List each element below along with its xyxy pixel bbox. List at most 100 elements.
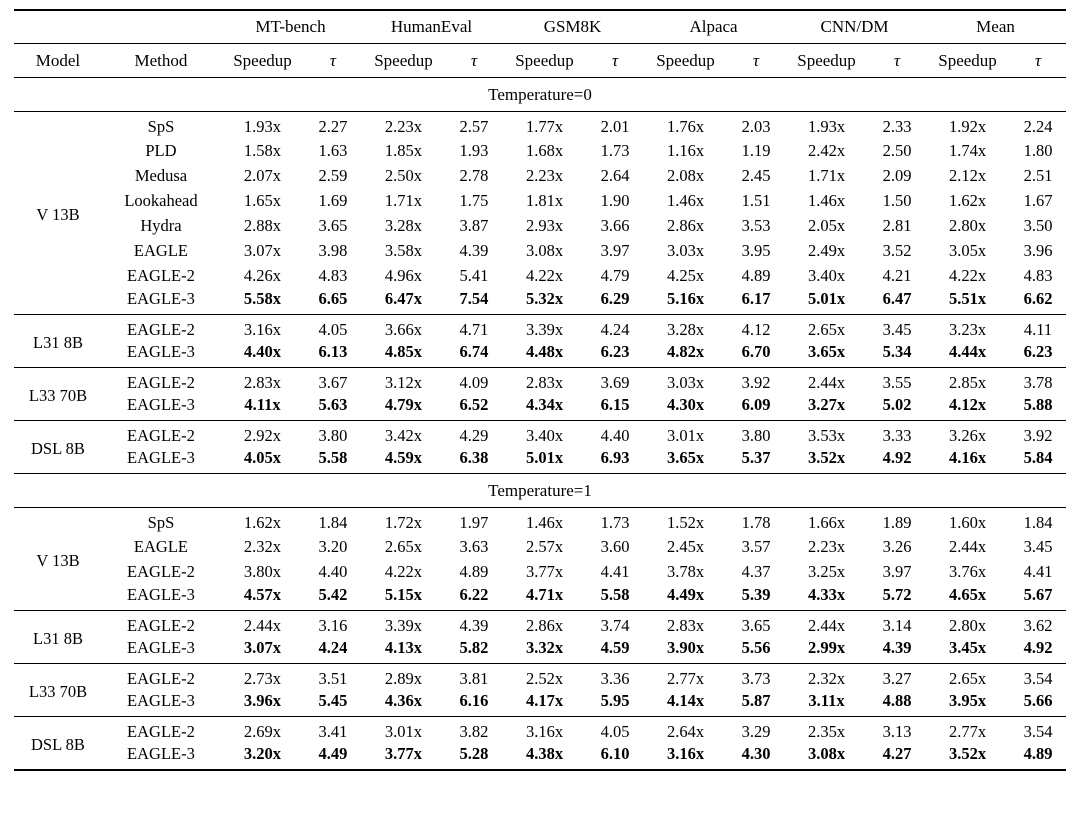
speedup-cell: 3.25x: [807, 561, 846, 581]
speedup-cell: 1.93x: [784, 111, 870, 138]
tau-cell: 6.62: [1023, 289, 1053, 308]
group-header-cell: Mean: [925, 10, 1067, 44]
tau-cell: 4.88: [882, 691, 912, 710]
speedup-cell: 4.30x: [666, 395, 705, 414]
speedup-cell: 2.23x: [360, 111, 446, 138]
section-label-row: Temperature=1: [13, 473, 1067, 508]
speedup-cell: 3.52x: [807, 448, 846, 467]
tau-cell: 5.42: [318, 585, 348, 604]
speedup-cell: 4.16x: [948, 448, 987, 467]
tau-cell: 4.05: [587, 716, 643, 743]
tau-cell: 5.72: [882, 585, 912, 604]
tau-cell: 5.58: [318, 448, 348, 467]
table-row: V 13B SpS 1.62x 1.84 1.72x 1.97 1.46x 1.73 1.52x…: [13, 507, 1067, 611]
model-cell: DSL 8B: [13, 420, 102, 474]
tau-column-header: τ: [587, 43, 643, 78]
tau-cell: 4.92: [1023, 638, 1053, 657]
table-row: L33 70B EAGLE-2 2.83x 3.67 3.12x 4.09 2.83x 3.6…: [13, 367, 1067, 421]
tau-cell: 2.27: [304, 111, 361, 138]
tau-cell: 3.98: [318, 240, 348, 260]
speedup-cell: 3.65x: [666, 448, 705, 467]
tau-cell: 6.23: [1023, 342, 1053, 361]
speedup-cell: 3.01x: [360, 716, 446, 743]
tau-cell: 4.92: [882, 448, 912, 467]
table-row: Medusa 2.07x 2.59 2.50x 2.78 2.23x 2.64 2.08x 2.…: [14, 163, 1066, 188]
tau-cell: 4.39: [445, 610, 502, 637]
speedup-cell: 2.93x: [525, 215, 564, 235]
speedup-cell: 4.17x: [525, 691, 564, 710]
tau-cell: 2.09: [882, 165, 912, 185]
speedup-cell: 2.65x: [784, 314, 870, 341]
speedup-cell: 2.77x: [925, 716, 1011, 743]
speedup-cell: 5.32x: [525, 289, 564, 308]
tau-cell: 6.47: [882, 289, 912, 308]
tau-cell: 5.58: [600, 585, 630, 604]
tau-cell: 1.69: [318, 190, 348, 210]
table-row: Hydra 2.88x 3.65 3.28x 3.87 2.93x 3.66 2.86x 3.5…: [14, 213, 1066, 238]
tau-cell: 3.51: [304, 663, 361, 690]
speedup-cell: 3.40x: [807, 265, 846, 285]
tau-cell: 4.41: [600, 561, 630, 581]
tau-cell: 3.95: [741, 240, 771, 260]
speedup-cell: 2.83x: [502, 367, 587, 394]
tau-cell: 3.57: [741, 536, 771, 556]
speedup-cell: 3.40x: [502, 420, 587, 447]
tau-cell: 3.54: [1010, 663, 1067, 690]
tau-cell: 1.78: [728, 507, 785, 534]
method-cell: EAGLE: [133, 240, 188, 260]
speedup-cell: 3.45x: [948, 638, 987, 657]
method-cell: PLD: [145, 140, 177, 160]
tau-cell: 4.71: [445, 314, 502, 341]
model-cell: DSL 8B: [13, 716, 102, 770]
speedup-cell: 1.16x: [666, 140, 705, 160]
table-row: V 13B SpS 1.93x 2.27 2.23x 2.57 1.77x 2.01 1.76x…: [13, 111, 1067, 315]
speedup-cell: 3.76x: [948, 561, 987, 581]
speedup-cell: 5.58x: [243, 289, 282, 308]
method-cell: EAGLE-2: [101, 610, 220, 637]
speedup-cell: 1.65x: [243, 190, 282, 210]
speedup-cell: 4.96x: [384, 265, 423, 285]
table-row: EAGLE-3 3.20x 4.49 3.77x 5.28 4.38x 6.10 3.16x 4…: [14, 743, 1066, 770]
speedup-cell: 3.20x: [243, 744, 282, 763]
group-header-cell: GSM8K: [502, 10, 643, 44]
speedup-column-header: Speedup: [219, 43, 305, 78]
tau-cell: 1.50: [882, 190, 912, 210]
speedup-column-header: Speedup: [925, 43, 1011, 78]
speedup-cell: 2.86x: [666, 215, 705, 235]
tau-cell: 5.66: [1023, 691, 1053, 710]
speedup-cell: 1.74x: [948, 140, 987, 160]
tau-cell: 2.33: [869, 111, 926, 138]
tau-cell: 3.33: [869, 420, 926, 447]
speedup-column-header: Speedup: [643, 43, 728, 78]
speedup-cell: 3.11x: [808, 691, 845, 710]
tau-cell: 2.50: [882, 140, 912, 160]
speedup-cell: 2.65x: [925, 663, 1011, 690]
speedup-cell: 1.62x: [948, 190, 987, 210]
tau-cell: 3.65: [318, 215, 348, 235]
table-row: EAGLE-3 4.05x 5.58 4.59x 6.38 5.01x 6.93 3.65x 5…: [14, 447, 1066, 474]
speedup-cell: 4.05x: [243, 448, 282, 467]
group-header-row: MT-bench HumanEval GSM8K Alpaca CNN/DM Mean: [13, 10, 1067, 44]
speedup-cell: 2.85x: [925, 367, 1011, 394]
speedup-column-header: Speedup: [784, 43, 870, 78]
tau-cell: 5.87: [741, 691, 771, 710]
tau-cell: 6.70: [741, 342, 771, 361]
method-cell: SpS: [101, 507, 220, 534]
table-row: EAGLE-3 5.58x 6.65 6.47x 7.54 5.32x 6.29 5.16x 6…: [14, 288, 1066, 315]
tau-cell: 1.73: [587, 507, 643, 534]
tau-cell: 1.63: [318, 140, 348, 160]
method-cell: EAGLE-2: [101, 663, 220, 690]
tau-cell: 6.10: [600, 744, 630, 763]
tau-cell: 3.82: [445, 716, 502, 743]
speedup-cell: 2.07x: [243, 165, 282, 185]
tau-column-header: τ: [728, 43, 785, 78]
tau-cell: 4.39: [459, 240, 489, 260]
tau-cell: 3.20: [318, 536, 348, 556]
speedup-cell: 2.73x: [219, 663, 305, 690]
tau-cell: 5.67: [1023, 585, 1053, 604]
tau-cell: 6.23: [600, 342, 630, 361]
method-cell: Lookahead: [124, 190, 198, 210]
speedup-cell: 3.03x: [643, 367, 728, 394]
tau-cell: 4.27: [882, 744, 912, 763]
speedup-cell: 3.16x: [666, 744, 705, 763]
